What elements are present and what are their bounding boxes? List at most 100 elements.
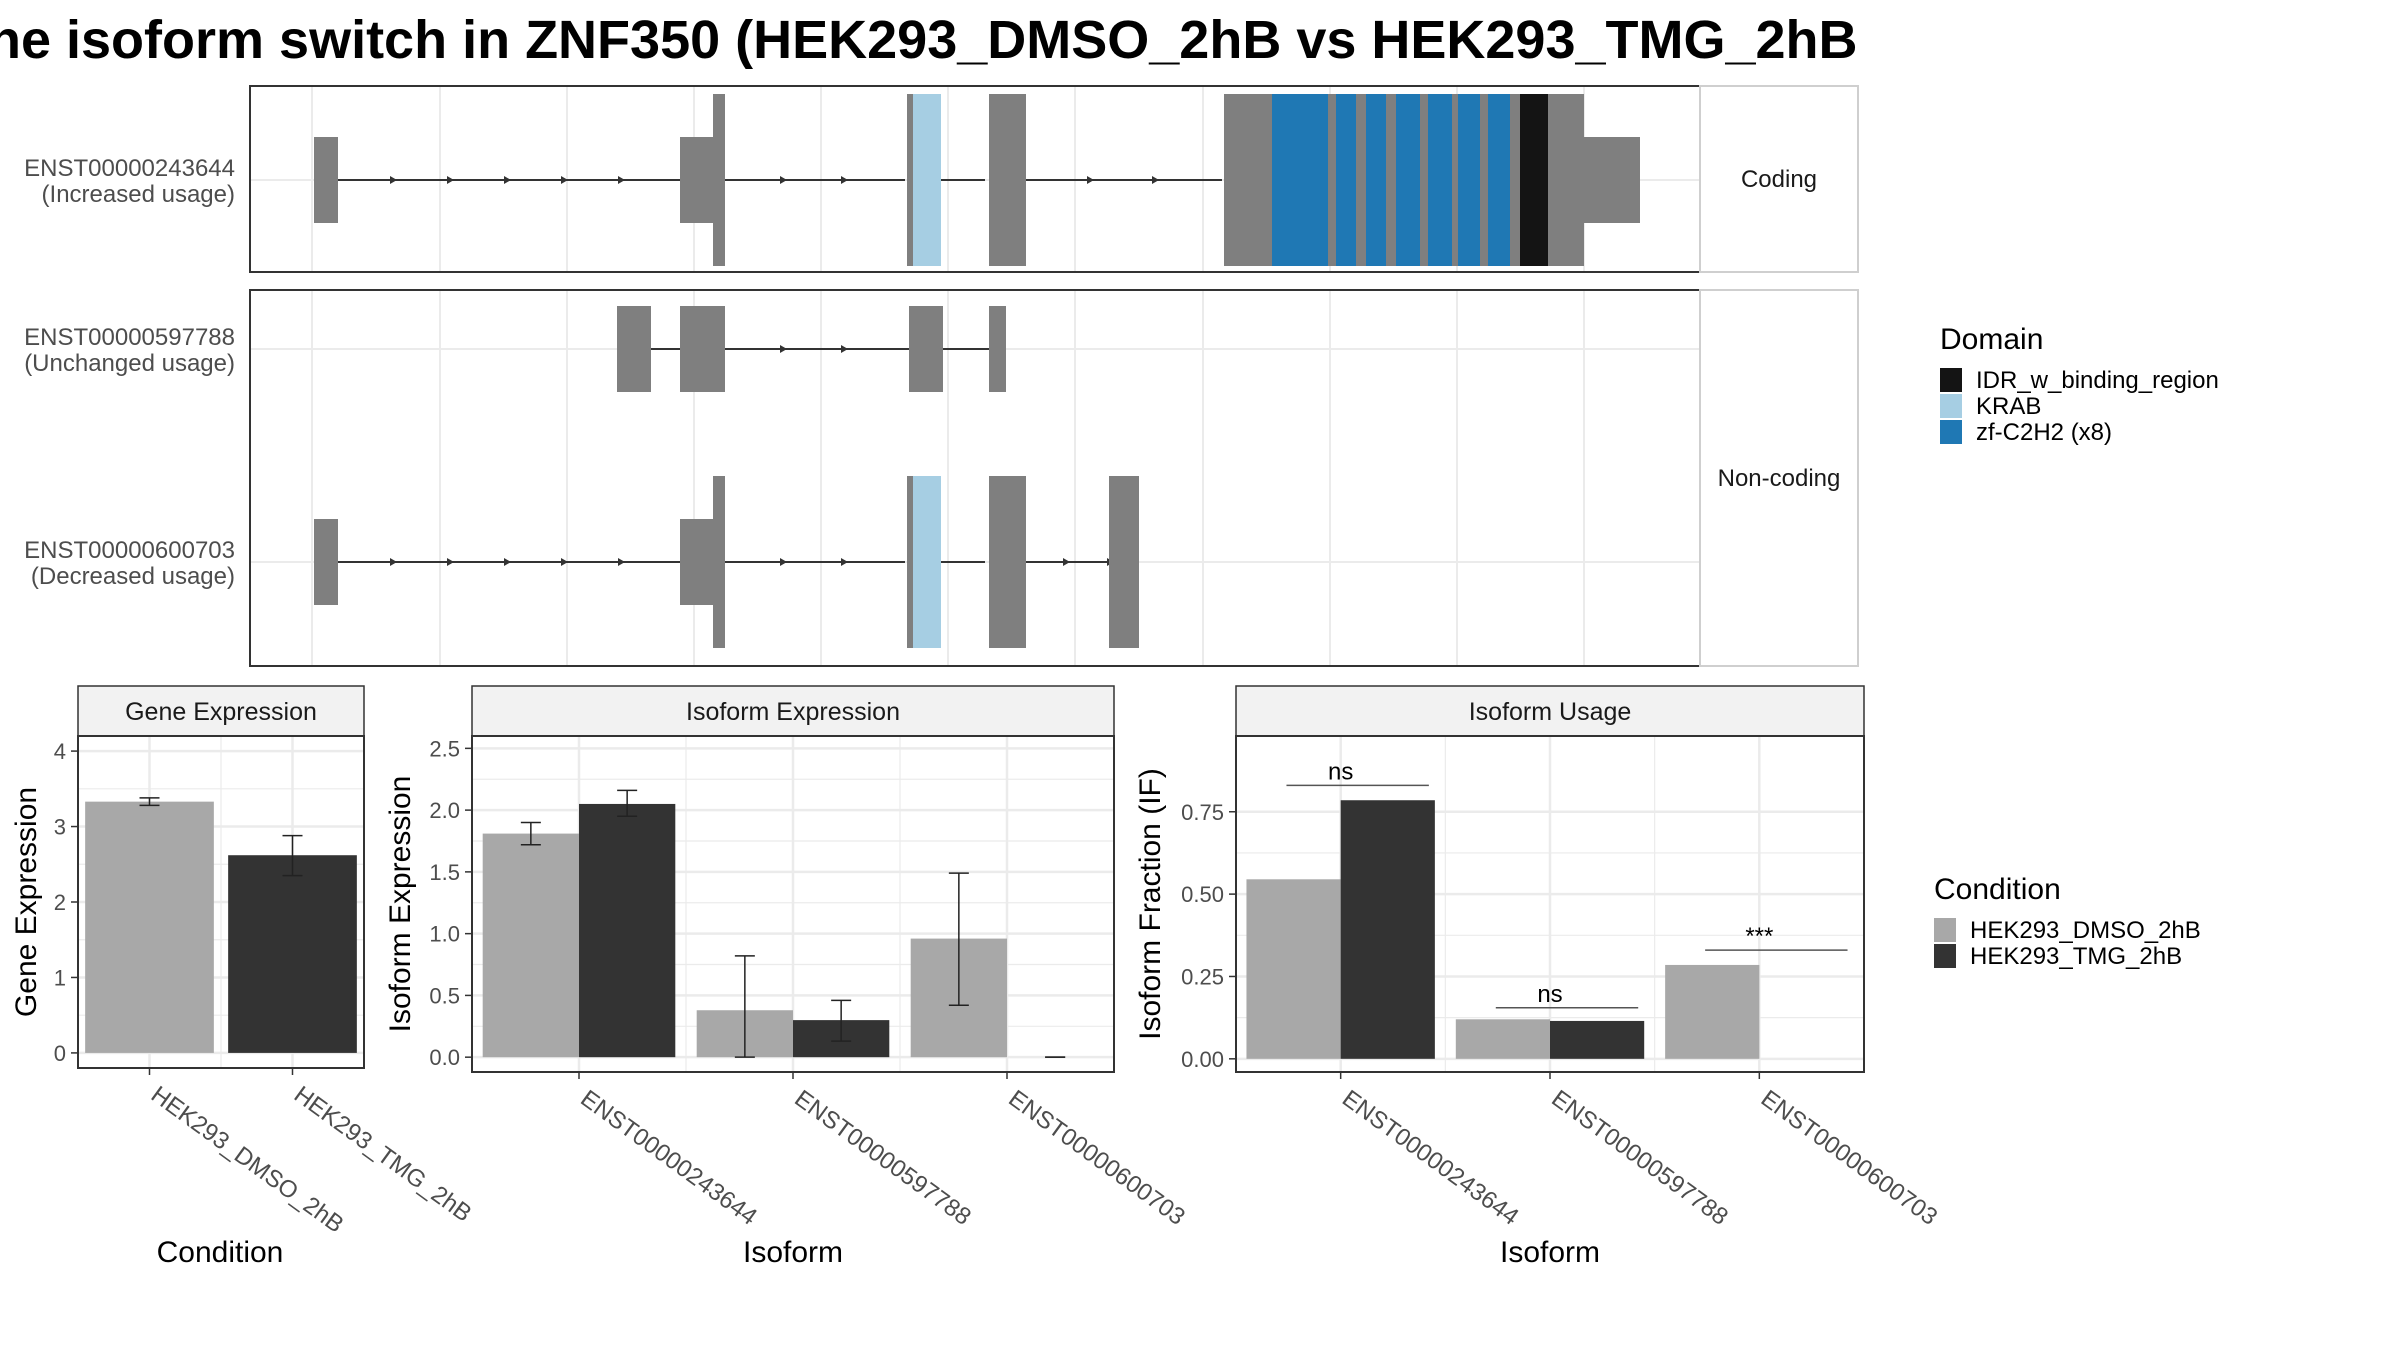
intron-arrow <box>1063 558 1070 566</box>
x-axis-title: Isoform <box>743 1236 843 1269</box>
exon <box>1548 94 1584 266</box>
exon <box>1480 94 1488 266</box>
significance-label: *** <box>1745 923 1773 950</box>
bar <box>1455 1019 1550 1059</box>
chart-title: Gene Expression <box>125 698 317 726</box>
exon <box>314 137 338 223</box>
exon <box>680 306 725 392</box>
exon <box>907 94 913 266</box>
y-tick-label: 0.5 <box>429 983 460 1008</box>
transcript-id-label: ENST00000597788 <box>24 324 235 351</box>
bar <box>85 801 214 1053</box>
y-tick-label: 0.75 <box>1181 800 1224 825</box>
exon <box>1584 137 1640 223</box>
facet-strip <box>77 685 365 737</box>
bar <box>1665 964 1760 1059</box>
y-tick-label: 2 <box>54 890 66 915</box>
exon <box>993 94 1026 266</box>
bar-charts: Gene Expression01234HEK293_DMSO_2hBHEK29… <box>10 685 1942 1269</box>
exon <box>1224 94 1272 266</box>
domain-legend-swatch <box>1940 420 1962 444</box>
exon <box>993 476 1026 648</box>
y-axis-title: Isoform Expression <box>384 776 417 1033</box>
transcript-usage-label: (Increased usage) <box>42 181 235 208</box>
exon <box>1458 94 1480 266</box>
intron-arrow <box>504 176 511 184</box>
x-tick-label: ENST00000597788 <box>1546 1085 1732 1231</box>
exon <box>1520 94 1548 266</box>
exon <box>1272 94 1306 266</box>
intron-arrow <box>780 558 787 566</box>
exon <box>617 306 651 392</box>
chart-title: Isoform Usage <box>1469 698 1632 726</box>
exon <box>680 137 716 223</box>
facet-strip <box>1699 85 1859 273</box>
x-axis-title: Isoform <box>1500 1236 1600 1269</box>
domain-legend-label: IDR_w_binding_region <box>1976 367 2219 394</box>
exon <box>989 94 993 266</box>
exon <box>1366 94 1386 266</box>
facet-strip <box>1699 289 1859 667</box>
exon <box>1420 94 1428 266</box>
intron-arrow <box>447 558 454 566</box>
bar <box>228 855 357 1053</box>
exon <box>989 306 1006 392</box>
intron-arrow <box>780 176 787 184</box>
y-tick-label: 2.0 <box>429 798 460 823</box>
condition-legend-label: HEK293_DMSO_2hB <box>1970 917 2201 944</box>
intron-arrow <box>841 176 848 184</box>
intron-arrow <box>841 345 848 353</box>
condition-legend-swatch <box>1934 944 1956 968</box>
domain-legend-label: KRAB <box>1976 393 2041 420</box>
exon <box>1386 94 1396 266</box>
domain-legend-label: zf-C2H2 (x8) <box>1976 419 2112 446</box>
chart-title: Isoform Expression <box>686 698 900 726</box>
condition-legend-label: HEK293_TMG_2hB <box>1970 943 2182 970</box>
intron-arrow <box>1087 176 1094 184</box>
bar <box>482 833 579 1058</box>
intron-arrow <box>780 345 787 353</box>
y-tick-label: 0.0 <box>429 1045 460 1070</box>
x-tick-label: ENST00000597788 <box>789 1085 975 1231</box>
y-tick-label: 0.00 <box>1181 1047 1224 1072</box>
transcript-id-label: ENST00000600703 <box>24 537 235 564</box>
transcript-id-label: ENST00000243644 <box>24 155 235 182</box>
intron-arrow <box>561 176 568 184</box>
intron-arrow <box>390 558 397 566</box>
y-tick-label: 0.50 <box>1181 882 1224 907</box>
condition-legend-swatch <box>1934 918 1956 942</box>
x-tick-label: ENST00000243644 <box>1337 1085 1523 1231</box>
y-tick-label: 0.25 <box>1181 964 1224 989</box>
bar <box>1340 800 1435 1059</box>
y-tick-label: 2.5 <box>429 736 460 761</box>
bar <box>1550 1020 1645 1059</box>
exon <box>314 519 338 605</box>
y-axis-title: Gene Expression <box>10 787 43 1017</box>
transcript-usage-label: (Decreased usage) <box>31 563 235 590</box>
exon <box>1488 94 1510 266</box>
y-tick-label: 0 <box>54 1041 66 1066</box>
y-tick-label: 4 <box>54 739 66 764</box>
y-tick-label: 3 <box>54 815 66 840</box>
intron-arrow <box>618 558 625 566</box>
exon <box>1109 476 1139 648</box>
intron-arrow <box>447 176 454 184</box>
facet-strip <box>471 685 1115 737</box>
intron-arrow <box>561 558 568 566</box>
exon <box>713 94 725 266</box>
intron-arrow <box>618 176 625 184</box>
exon <box>1356 94 1366 266</box>
intron-arrow <box>504 558 511 566</box>
exon <box>907 476 913 648</box>
intron-arrow <box>1152 176 1159 184</box>
exon <box>713 476 725 648</box>
y-axis-title: Isoform Fraction (IF) <box>1134 768 1167 1040</box>
structure-panel-bg <box>250 290 1700 666</box>
exon <box>1336 94 1356 266</box>
exon <box>1514 94 1520 266</box>
intron-arrow <box>390 176 397 184</box>
x-axis-title: Condition <box>157 1236 284 1269</box>
domain-legend-swatch <box>1940 394 1962 418</box>
y-tick-label: 1.5 <box>429 860 460 885</box>
